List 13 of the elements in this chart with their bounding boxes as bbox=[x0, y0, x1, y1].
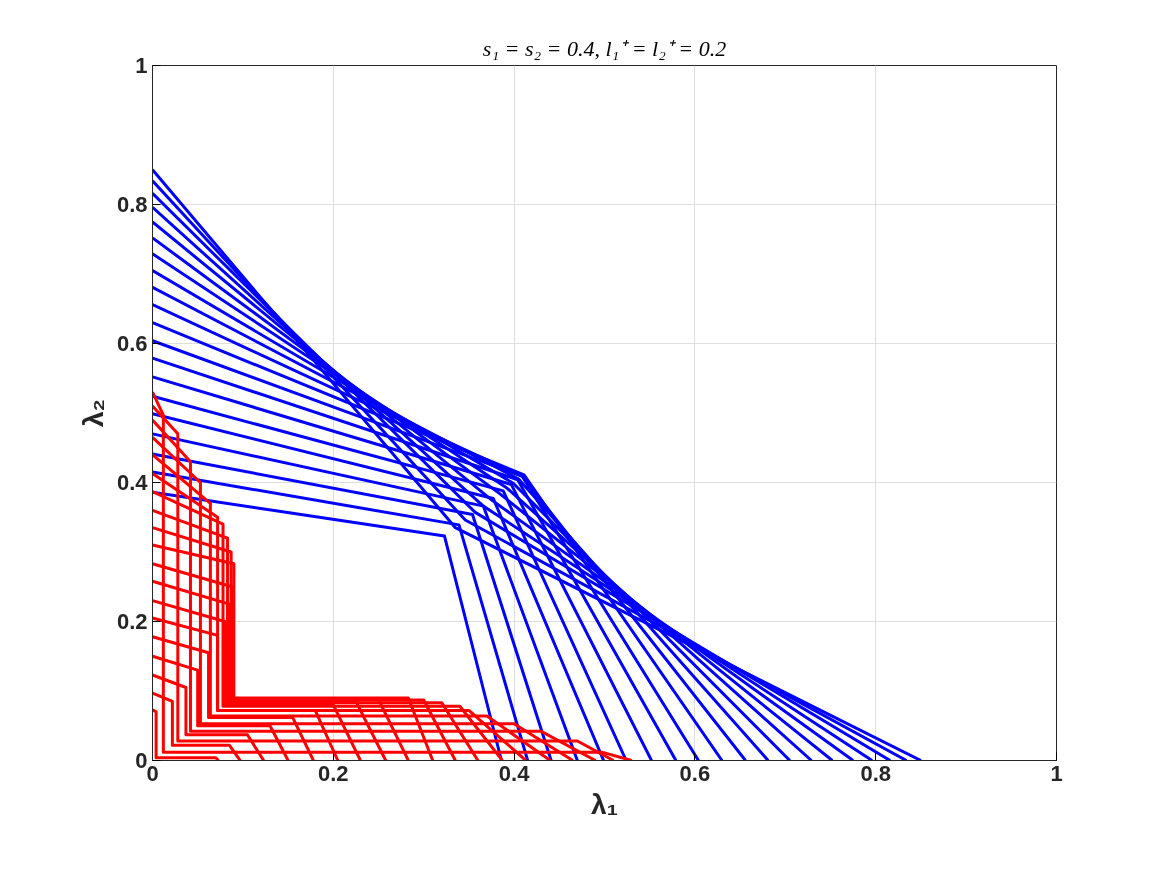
x-tick-label: 0.2 bbox=[318, 760, 349, 786]
y-tick-label: 0.4 bbox=[116, 470, 149, 495]
x-axis-title: λ₁ bbox=[590, 788, 619, 820]
x-tick-label: 0.8 bbox=[860, 760, 891, 786]
x-tick-label: 0.6 bbox=[679, 760, 711, 786]
y-tick-label: 0.2 bbox=[116, 609, 148, 634]
y-axis-title: λ₂ bbox=[77, 398, 109, 428]
chart-title: s₁ = s₂ = 0.4, l₁⁺ = l₂⁺ = 0.2 bbox=[482, 35, 727, 61]
y-tick-label: 1 bbox=[135, 53, 148, 78]
x-tick-label: 0.4 bbox=[498, 760, 531, 786]
y-tick-label: 0.8 bbox=[116, 192, 148, 217]
y-tick-label: 0.6 bbox=[116, 331, 148, 356]
x-tick-label: 1 bbox=[1050, 760, 1063, 786]
